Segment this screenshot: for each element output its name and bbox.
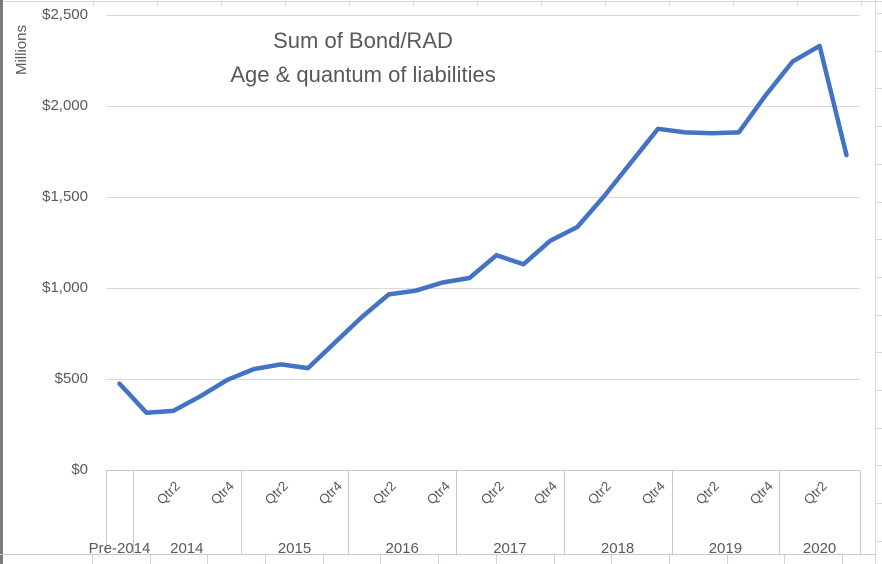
x-axis-year-label: 2020 [802, 540, 837, 557]
axis-band-divider [456, 470, 458, 554]
chart-title-line-2: Age & quantum of liabilities [230, 62, 496, 87]
sheet-column-tick [669, 0, 670, 6]
sheet-column-tick [349, 0, 350, 6]
y-axis-tick-label: $0 [71, 461, 88, 478]
sheet-column-tick [221, 0, 222, 6]
axis-band-divider [132, 470, 134, 554]
sheet-row-tick [875, 315, 882, 316]
chart-title-line-1: Sum of Bond/RAD [273, 28, 453, 53]
sheet-column-tick [496, 555, 497, 564]
sheet-row-tick [875, 239, 882, 240]
x-axis-year-label: 2017 [493, 540, 527, 557]
category-axis-bottom-line [0, 554, 876, 555]
y-axis-tick-label: $2,500 [42, 6, 88, 23]
axis-band-divider [671, 470, 673, 554]
sheet-row-tick [875, 51, 882, 52]
sheet-row-tick [875, 88, 882, 89]
gridline-500 [106, 379, 860, 380]
y-axis-tick-label: $1,000 [42, 279, 88, 296]
sheet-row-tick [875, 277, 882, 278]
y-axis-tick-label: $500 [54, 370, 88, 387]
window-left-edge [0, 0, 3, 564]
x-axis-year-label: 2016 [385, 540, 419, 557]
sheet-row-tick [875, 352, 882, 353]
axis-band-divider [779, 470, 781, 554]
sheet-column-tick [157, 0, 158, 6]
axis-band-divider [348, 470, 350, 554]
sheet-column-tick [380, 555, 381, 564]
sheet-column-tick [605, 0, 606, 6]
sheet-row-tick [875, 465, 882, 466]
x-axis-year-label: 2014 [170, 540, 204, 557]
sheet-column-tick [541, 0, 542, 6]
x-axis-year-label: Pre-2014 [88, 540, 151, 557]
gridline-2000 [106, 106, 860, 107]
sheet-column-tick [323, 555, 324, 564]
y-axis-tick-label: $1,500 [42, 188, 88, 205]
sheet-column-tick [265, 555, 266, 564]
sheet-column-tick [733, 0, 734, 6]
sheet-row-tick [875, 503, 882, 504]
axis-band-divider [240, 470, 242, 554]
sheet-column-tick [438, 555, 439, 564]
gridline-1500 [106, 197, 860, 198]
sheet-column-tick [92, 555, 93, 564]
sheet-column-tick [797, 0, 798, 6]
x-axis-year-label: 2019 [708, 540, 743, 557]
axis-band-divider [860, 470, 861, 554]
x-axis-year-label: 2015 [277, 540, 312, 557]
axis-band-divider [106, 470, 107, 554]
sheet-right-gridline [875, 0, 876, 564]
sheet-column-tick [285, 0, 286, 6]
sheet-column-tick [413, 0, 414, 6]
gridline-2500 [106, 15, 860, 16]
sheet-column-tick [784, 555, 785, 564]
chart-title: Sum of Bond/RAD Age & quantum of liabili… [160, 24, 566, 92]
sheet-top-gridline [0, 1, 882, 2]
sheet-column-tick [150, 555, 151, 564]
sheet-column-tick [669, 555, 670, 564]
data-series-line [117, 43, 849, 415]
sheet-column-tick [611, 555, 612, 564]
sheet-column-tick [93, 0, 94, 6]
sheet-row-tick [875, 428, 882, 429]
sheet-column-tick [861, 0, 862, 6]
gridline-1000 [106, 288, 860, 289]
x-axis-year-label: 2018 [600, 540, 635, 557]
sheet-row-tick [875, 202, 882, 203]
sheet-row-tick [875, 390, 882, 391]
x-axis-line [106, 470, 860, 471]
sheet-column-tick [207, 555, 208, 564]
sheet-column-tick [477, 0, 478, 6]
sheet-row-tick [875, 541, 882, 542]
axis-band-divider [563, 470, 565, 554]
sheet-column-tick [842, 555, 843, 564]
sheet-column-tick [554, 555, 555, 564]
sheet-column-tick [727, 555, 728, 564]
sheet-row-tick [875, 164, 882, 165]
sheet-row-tick [875, 126, 882, 127]
sheet-row-tick [875, 13, 882, 14]
y-axis-tick-label: $2,000 [42, 97, 88, 114]
